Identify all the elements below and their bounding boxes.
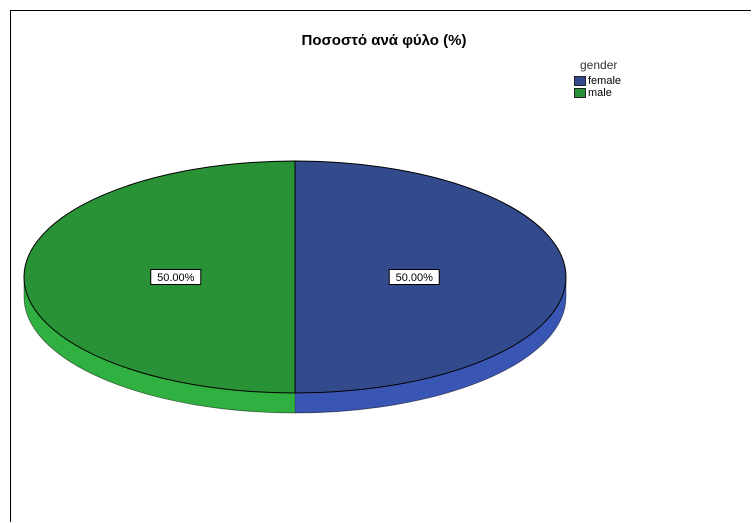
data-label-female: 50.00% [396,272,434,284]
legend-swatch-male [574,88,586,98]
pie-side-male [24,277,295,413]
pie-side-female [295,277,566,413]
data-label-male: 50.00% [157,272,195,284]
pie-side-outline [23,277,567,414]
legend: gender female male [574,58,621,99]
legend-title: gender [580,58,618,72]
legend-label-female: female [588,75,622,87]
data-label-box-male [150,269,202,285]
legend-swatch-female [574,76,586,86]
chart-title: Ποσοστό ανά φύλο (%) [301,32,467,49]
legend-item-female: female [574,75,621,87]
data-label-box-female [388,269,440,285]
legend-item-male: male [574,87,621,99]
legend-label-male: male [588,87,612,99]
